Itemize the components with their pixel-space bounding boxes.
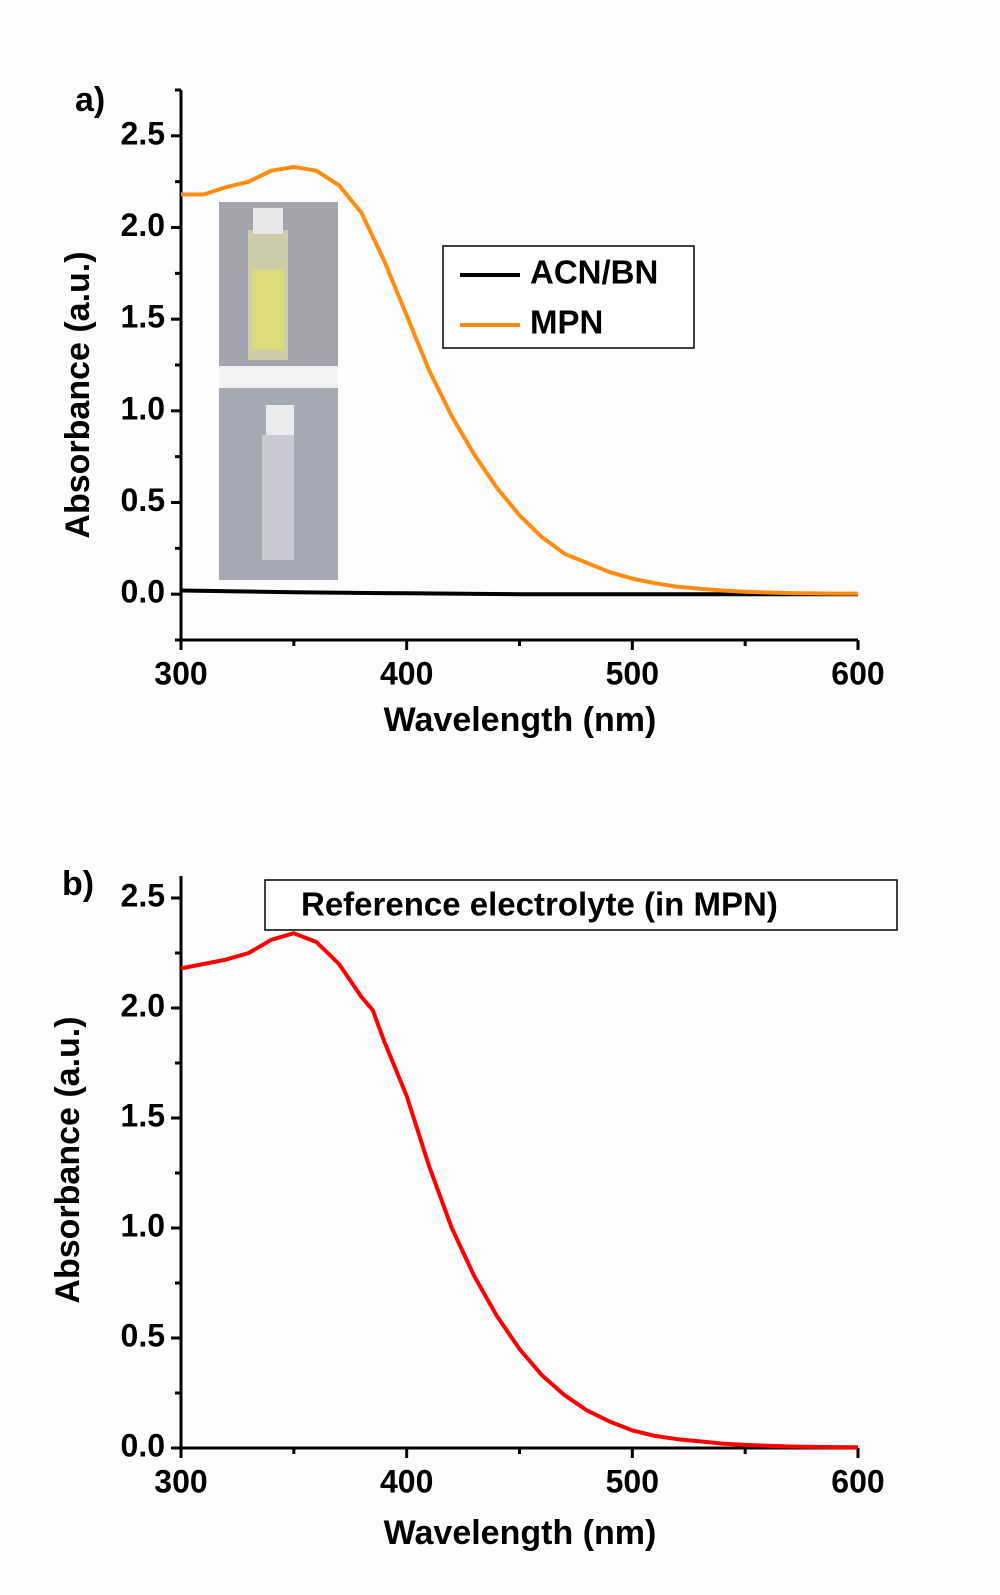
y-tick-label: 0.0 xyxy=(121,1427,165,1463)
x-tick-label: 600 xyxy=(831,655,884,691)
cuvette-cap xyxy=(253,208,283,234)
x-tick-label: 600 xyxy=(831,1463,884,1499)
x-tick-label: 400 xyxy=(380,655,433,691)
photo-gap xyxy=(219,366,338,388)
cuvette xyxy=(262,435,294,560)
y-axis-title: Absorbance (a.u.) xyxy=(59,251,97,538)
data-line xyxy=(180,931,859,1450)
legend-box xyxy=(264,879,898,931)
y-tick-label: 2.0 xyxy=(121,987,165,1023)
data-line xyxy=(181,165,858,596)
cuvette-cap xyxy=(266,405,294,435)
y-tick-label: 2.0 xyxy=(121,207,165,243)
y-tick-label: 1.5 xyxy=(121,1097,165,1133)
y-tick-label: 1.0 xyxy=(121,390,165,426)
x-tick-label: 300 xyxy=(154,655,207,691)
x-tick-label: 500 xyxy=(606,1463,659,1499)
legend-box xyxy=(442,245,695,349)
y-tick-label: 0.5 xyxy=(121,1317,165,1353)
cuvette-liquid xyxy=(252,270,284,350)
x-axis-title: Wavelength (nm) xyxy=(384,701,657,739)
inset-photos xyxy=(219,202,338,580)
y-tick-label: 1.5 xyxy=(121,299,165,335)
y-tick-label: 2.5 xyxy=(121,115,165,151)
x-tick-label: 300 xyxy=(154,1463,207,1499)
x-axis-title: Wavelength (nm) xyxy=(384,1514,657,1552)
legend-label: Reference electrolyte (in MPN) xyxy=(301,886,778,923)
y-axis-title: Absorbance (a.u.) xyxy=(49,1016,87,1303)
data-line xyxy=(180,588,858,597)
y-tick-label: 2.5 xyxy=(121,877,165,913)
y-tick-label: 0.0 xyxy=(121,574,165,610)
y-tick-label: 0.5 xyxy=(121,482,165,518)
x-tick-label: 500 xyxy=(606,655,659,691)
panel-label: b) xyxy=(62,865,94,903)
x-tick-label: 400 xyxy=(380,1463,433,1499)
y-tick-label: 1.0 xyxy=(121,1207,165,1243)
legend-label: MPN xyxy=(530,304,603,341)
legend-label: ACN/BN xyxy=(530,254,658,291)
panel-label: a) xyxy=(75,81,105,119)
